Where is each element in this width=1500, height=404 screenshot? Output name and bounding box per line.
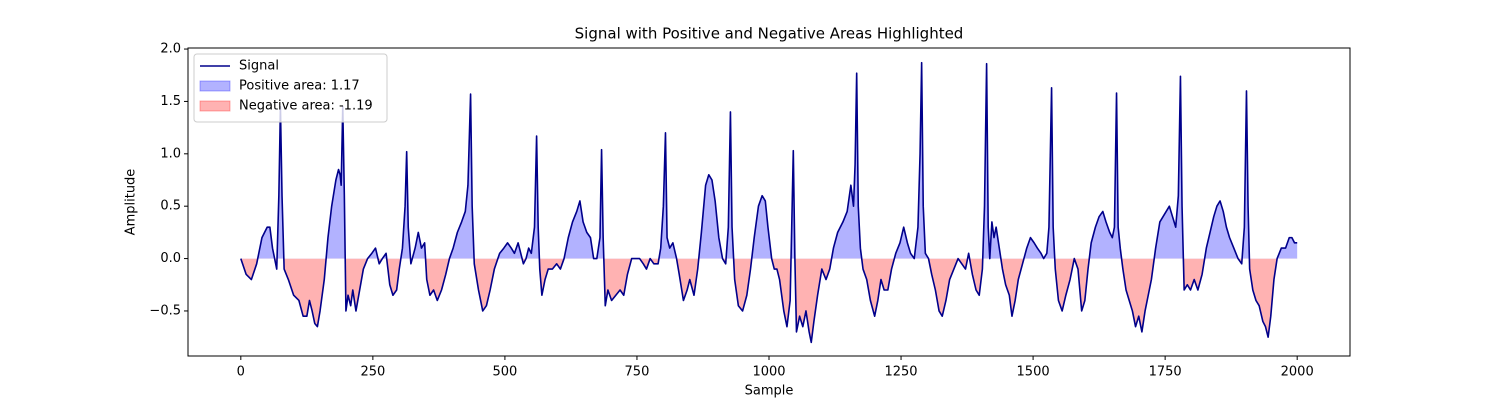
- x-tick-label: 0: [237, 365, 245, 380]
- legend-label: Signal: [239, 59, 279, 74]
- legend-label: Positive area: 1.17: [239, 79, 360, 94]
- x-axis-label: Sample: [745, 384, 794, 399]
- y-tick-label: 0.5: [160, 199, 181, 214]
- legend-patch: [199, 80, 231, 92]
- x-tick-label: 1500: [1017, 365, 1050, 380]
- legend: Signal Positive area: 1.17 Negative area: …: [193, 53, 388, 123]
- y-tick-label: 1.0: [160, 146, 181, 161]
- legend-patch: [199, 100, 231, 112]
- signal-line: [240, 61, 1298, 344]
- x-tick-label: 1750: [1149, 365, 1182, 380]
- y-tick-label: 1.5: [160, 94, 181, 109]
- x-tick-label: 250: [360, 365, 385, 380]
- legend-label: Negative area: -1.19: [239, 99, 373, 114]
- y-tick-label: 2.0: [160, 42, 181, 57]
- y-axis-label: Amplitude: [124, 169, 139, 236]
- y-tick-label: −0.5: [149, 303, 181, 318]
- x-tick-label: 750: [625, 365, 650, 380]
- x-tick-label: 1250: [884, 365, 917, 380]
- plot-frame: [187, 47, 1351, 357]
- x-tick-label: 2000: [1281, 365, 1314, 380]
- chart-title: Signal with Positive and Negative Areas …: [575, 25, 964, 43]
- y-tick-label: 0.0: [160, 251, 181, 266]
- x-tick-label: 1000: [752, 365, 785, 380]
- x-tick-label: 500: [492, 365, 517, 380]
- negative-area: [240, 258, 1278, 343]
- legend-box: [193, 53, 388, 123]
